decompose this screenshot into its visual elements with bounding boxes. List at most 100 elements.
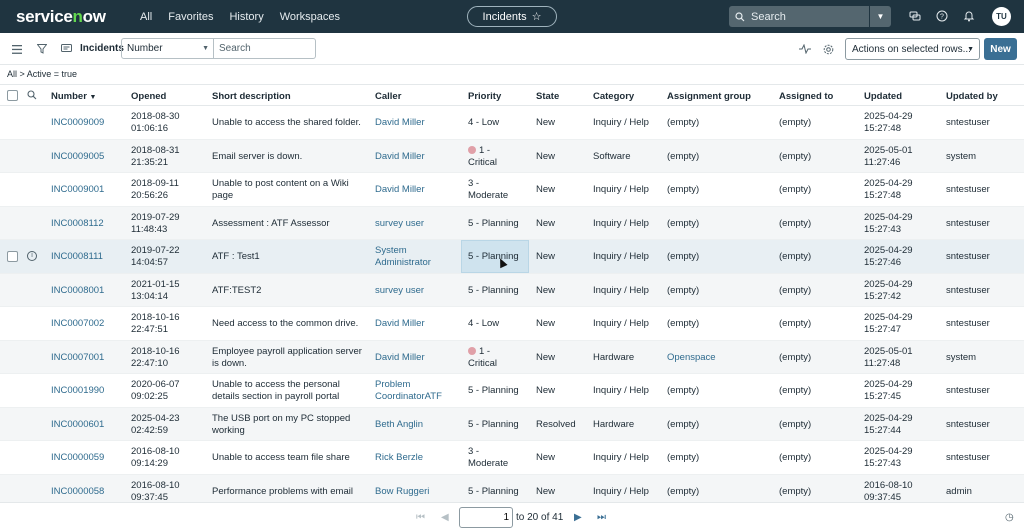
list-search-placeholder: Search (219, 43, 251, 54)
search-scope-dropdown[interactable]: ▼ (869, 6, 891, 27)
column-header-priority[interactable]: Priority (468, 91, 502, 102)
table-row[interactable]: INC0007001 2018-10-16 22:47:10 Employee pay… (0, 340, 1024, 374)
user-avatar[interactable]: TU (992, 7, 1011, 26)
actions-select[interactable]: Actions on selected rows... ▼ (845, 38, 980, 60)
search-field-select[interactable]: Number ▼ (121, 38, 214, 59)
cell-assignment-group: (empty) (667, 251, 699, 263)
context-pill[interactable]: Incidents ☆ (467, 6, 557, 27)
cell-number[interactable]: INC0007001 (51, 352, 104, 364)
cell-caller[interactable]: survey user (375, 285, 424, 297)
cell-assignment-group: (empty) (667, 452, 699, 464)
cell-caller[interactable]: David Miller (375, 151, 425, 163)
column-header-opened[interactable]: Opened (131, 91, 167, 102)
cell-caller[interactable]: David Miller (375, 318, 425, 330)
cell-caller[interactable]: System Administrator (375, 245, 431, 269)
row-checkbox[interactable] (7, 251, 18, 262)
cell-assignment-group[interactable]: Openspace (667, 352, 716, 364)
cell-caller[interactable]: David Miller (375, 184, 425, 196)
cell-number[interactable]: INC0001990 (51, 385, 104, 397)
cell-assignment-group: (empty) (667, 285, 699, 297)
cell-number[interactable]: INC0000058 (51, 486, 104, 498)
cell-priority: 5 - Planning (468, 419, 519, 431)
table-row[interactable]: INC0007002 2018-10-16 22:47:51 Need access … (0, 307, 1024, 341)
cell-category: Inquiry / Help (593, 285, 649, 297)
table-row[interactable]: INC0008112 2019-07-29 11:48:43 Assessment :… (0, 206, 1024, 240)
pulse-icon[interactable] (799, 43, 811, 55)
filter-icon[interactable] (36, 43, 48, 55)
help-icon[interactable]: ? (935, 9, 949, 23)
cell-priority-text: 3 - (468, 446, 480, 457)
last-page-icon[interactable]: ⏭ (597, 512, 606, 523)
cell-number-text: INC0008112 (51, 217, 104, 229)
cell-number[interactable]: INC0008001 (51, 285, 104, 297)
cell-state-text: New (536, 284, 556, 296)
hamburger-menu-icon[interactable] (11, 43, 23, 55)
cell-caller[interactable]: Problem CoordinatorATF (375, 379, 442, 403)
cell-number[interactable]: INC0000059 (51, 452, 104, 464)
breadcrumb[interactable]: All > Active = true (7, 69, 78, 79)
cell-caller[interactable]: Rick Berzle (375, 452, 423, 464)
cell-caller[interactable]: Bow Ruggeri (375, 486, 429, 498)
bell-icon[interactable] (962, 9, 976, 23)
table-row[interactable]: INC0000059 2016-08-10 09:14:29 Unable to ac… (0, 441, 1024, 475)
column-header-category[interactable]: Category (593, 91, 635, 102)
nav-all[interactable]: All (140, 10, 153, 23)
cell-number[interactable]: INC0007002 (51, 318, 104, 330)
column-header-updated[interactable]: Updated (864, 91, 902, 102)
next-page-icon[interactable]: ▶ (574, 512, 582, 523)
cell-category-text: Inquiry / Help (593, 184, 649, 195)
column-header-caller[interactable]: Caller (375, 91, 402, 102)
column-search-icon[interactable] (27, 90, 37, 103)
info-icon[interactable]: i (27, 251, 37, 261)
servicenow-logo[interactable]: servicenow (16, 6, 106, 26)
cell-assignment-group-text: (empty) (667, 184, 700, 195)
comment-icon[interactable] (60, 43, 72, 55)
nav-workspaces[interactable]: Workspaces (279, 10, 341, 23)
clock-icon[interactable]: ◷ (1005, 512, 1014, 523)
cell-category: Inquiry / Help (593, 318, 649, 330)
column-header-assigned-to[interactable]: Assigned to (779, 91, 834, 102)
cell-number[interactable]: INC0008111 (51, 251, 103, 263)
cell-number[interactable]: INC0009009 (51, 117, 104, 129)
cell-category-text: Inquiry / Help (593, 217, 649, 229)
nav-history[interactable]: History (229, 10, 264, 23)
select-all-checkbox[interactable] (7, 90, 18, 101)
column-header-number[interactable]: Number ▼ (51, 91, 96, 102)
global-search[interactable]: Search (729, 6, 869, 27)
table-row[interactable]: INC0009001 2018-09-11 20:56:26 Unable to po… (0, 173, 1024, 207)
chat-icon[interactable] (908, 9, 922, 23)
cell-number[interactable]: INC0009005 (51, 151, 104, 163)
column-header-short-description[interactable]: Short description (212, 91, 291, 102)
table-row[interactable]: INC0009009 2018-08-30 01:06:16 Unable to ac… (0, 106, 1024, 140)
cell-state-text: New (536, 251, 556, 262)
first-page-icon[interactable]: ⏮ (416, 512, 425, 523)
gear-icon[interactable] (822, 43, 834, 55)
nav-favorites[interactable]: Favorites (168, 10, 214, 23)
cell-caller[interactable]: Beth Anglin (375, 419, 423, 431)
table-row[interactable]: INC0001990 2020-06-07 09:02:25 Unable to ac… (0, 374, 1024, 408)
table-row[interactable]: i INC0008111 2019-07-22 14:04:57 ATF : Test1… (0, 240, 1024, 274)
table-row[interactable]: INC0000601 2025-04-23 02:42:59 The USB port… (0, 407, 1024, 441)
cell-priority-text: 5 - Planning (468, 217, 519, 229)
cell-opened-text: 2019-07-29 (131, 211, 180, 223)
cell-caller[interactable]: survey user (375, 218, 424, 230)
cell-number[interactable]: INC0008112 (51, 218, 104, 230)
previous-page-icon[interactable]: ◀ (441, 512, 449, 523)
cell-number[interactable]: INC0000601 (51, 419, 104, 431)
table-row[interactable]: INC0008001 2021-01-15 13:04:14 ATF:TEST2 sur… (0, 273, 1024, 307)
column-header-state[interactable]: State (536, 91, 560, 102)
cell-category: Software (593, 151, 631, 163)
cell-caller[interactable]: David Miller (375, 117, 425, 129)
column-header-updated-by[interactable]: Updated by (946, 91, 998, 102)
cell-caller-text: survey user (375, 217, 425, 229)
page-number-input[interactable] (459, 507, 513, 528)
cell-caller[interactable]: David Miller (375, 352, 425, 364)
table-row[interactable]: INC0009005 2018-08-31 21:35:21 Email server… (0, 139, 1024, 173)
column-header-assignment-group[interactable]: Assignment group (667, 91, 751, 102)
cell-assigned-to-text: (empty) (779, 184, 812, 195)
star-icon[interactable]: ☆ (531, 11, 542, 23)
list-search-input[interactable]: Search (214, 38, 316, 59)
cell-number[interactable]: INC0009001 (51, 184, 104, 196)
cell-updated-text: 11:27:46 (864, 156, 901, 168)
new-button[interactable]: New (984, 38, 1017, 60)
